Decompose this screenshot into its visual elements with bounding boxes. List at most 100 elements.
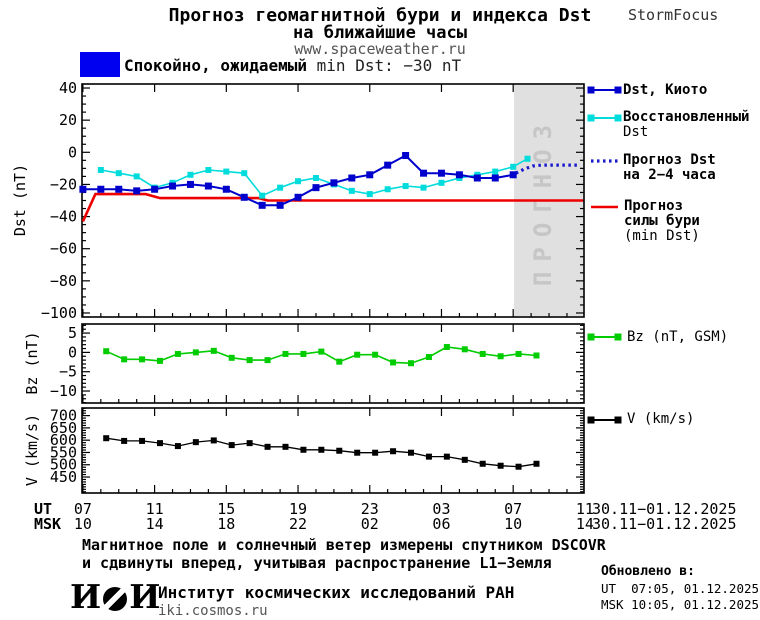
series-marker [509,171,517,179]
legend-storm-forecast-line1: Прогноз [624,198,684,214]
series-marker [533,352,540,359]
svg-text:03: 03 [432,500,450,518]
svg-text:MSK: MSK [34,515,61,533]
series-marker [420,184,427,191]
series-marker [372,449,379,456]
series-marker [228,354,235,361]
series-marker [384,161,392,169]
series-marker [312,184,320,192]
series-marker [300,350,307,357]
svg-text:02: 02 [361,515,379,533]
storm-level-swatch [80,52,120,77]
series-marker [151,185,159,193]
series-marker [366,191,373,198]
date-range-ut: 30.11−01.12.2025 [592,500,737,518]
series-marker [246,357,253,364]
series-marker [79,185,87,193]
series-marker [461,456,468,463]
series-marker [515,350,522,357]
series-marker [348,187,355,194]
series-marker [186,180,194,188]
legend-storm-forecast-line3: (min Dst) [624,228,700,244]
series-marker [402,152,410,160]
series-marker [461,346,468,353]
series-marker [437,169,445,177]
footer-note-line2: и сдвинуты вперед, учитывая распростране… [82,554,552,572]
svg-text:UT: UT [34,500,52,518]
legend-swatch-marker [614,333,622,341]
series-marker [115,185,123,193]
iki-logo-right: И [129,577,161,616]
svg-text:−80: −80 [50,272,77,290]
svg-text:−60: −60 [50,240,77,258]
date-range-msk: 30.11−01.12.2025 [592,515,737,533]
series-marker [455,171,463,179]
series-marker [133,187,141,195]
series-marker [187,171,194,178]
dst-axis-label: Dst (nT) [11,163,29,237]
updated-ut: UT 07:05, 01.12.2025 [601,581,760,596]
series-marker [479,460,486,467]
legend-dst-forecast-line2: на 2−4 часа [623,167,716,183]
series-marker [246,440,253,447]
iki-logo-left: И [70,577,102,616]
svg-text:600: 600 [50,431,77,449]
series-marker [497,353,504,360]
svg-text:650: 650 [50,419,77,437]
legend-dst-restored-line2: Dst [623,124,649,140]
institute-site: iki.cosmos.ru [158,603,268,619]
v-axis-label: V (km/s) [23,413,41,487]
series-marker [97,185,105,193]
svg-text:18: 18 [217,515,235,533]
svg-text:10: 10 [74,515,92,533]
series-marker [330,179,338,187]
series-marker [420,169,428,177]
legend-dst-forecast-line1: Прогноз Dst [623,152,716,168]
svg-text:40: 40 [59,79,77,97]
svg-text:450: 450 [50,468,77,486]
series-marker [115,170,122,177]
svg-text:500: 500 [50,456,77,474]
series-marker [402,183,409,190]
legend-swatch-marker [587,86,595,94]
series-marker [533,460,540,467]
series-marker [336,358,343,365]
series-marker [492,168,499,175]
page-title-line1: Прогноз геомагнитной бури и индекса Dst [168,5,592,26]
svg-text:22: 22 [289,515,307,533]
series-marker [407,360,414,367]
updated-msk: MSK 10:05, 01.12.2025 [601,597,760,612]
svg-text:19: 19 [289,500,307,518]
series-marker [294,193,302,201]
series-marker [443,453,450,460]
series-marker [491,174,499,182]
series-marker [204,182,212,190]
series-marker [276,201,284,209]
series-marker [425,453,432,460]
series-marker [425,354,432,361]
series-marker [384,186,391,193]
legend-swatch-marker [614,416,622,424]
series-marker [282,350,289,357]
svg-text:20: 20 [59,111,77,129]
legend-storm-forecast-line2: силы бури [624,213,700,229]
series-marker [438,179,445,186]
svg-text:−40: −40 [50,208,77,226]
series-marker [354,449,361,456]
series-marker [348,174,356,182]
series-marker [524,155,531,162]
series-marker [264,443,271,450]
series-marker [366,171,374,179]
svg-text:07: 07 [504,500,522,518]
legend-swatch-marker [614,114,622,122]
svg-text:0: 0 [68,143,77,161]
legend-swatch-marker [614,86,622,94]
series-marker [228,442,235,449]
series-marker [103,348,110,355]
svg-text:15: 15 [217,500,235,518]
